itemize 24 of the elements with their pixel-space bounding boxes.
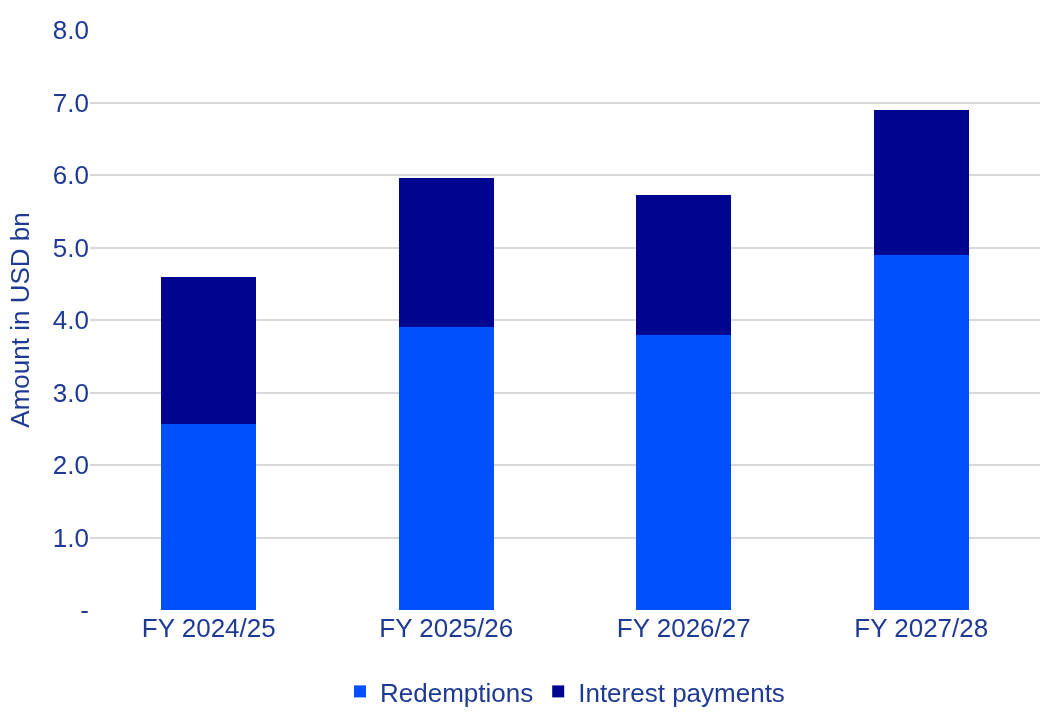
bar xyxy=(398,327,494,610)
bar xyxy=(161,276,257,425)
bar xyxy=(636,195,732,336)
y-tick-label: 5.0 xyxy=(52,232,89,263)
y-tick-label: 2.0 xyxy=(52,450,89,481)
x-tick-label: FY 2024/25 xyxy=(141,613,276,643)
x-tick-label: FY 2026/27 xyxy=(616,613,751,643)
bar xyxy=(161,424,257,610)
bar xyxy=(398,177,494,328)
y-tick-label: 1.0 xyxy=(52,522,89,553)
legend-label: Redemptions xyxy=(380,677,534,708)
y-tick-label: 3.0 xyxy=(52,377,89,408)
y-axis-title: Amount in USD bn xyxy=(5,212,36,428)
x-tick-label: FY 2025/26 xyxy=(379,613,514,643)
y-tick-label: 6.0 xyxy=(52,160,89,191)
y-tick-label: 8.0 xyxy=(52,15,89,46)
bar xyxy=(873,255,969,610)
x-tick-label: FY 2027/28 xyxy=(854,613,989,643)
legend-label: Interest payments xyxy=(578,677,785,708)
y-tick-label: 7.0 xyxy=(52,87,89,118)
y-tick-label: 4.0 xyxy=(52,305,89,336)
bar xyxy=(636,335,732,610)
bar xyxy=(873,110,969,256)
y-tick-label: - xyxy=(80,595,89,626)
